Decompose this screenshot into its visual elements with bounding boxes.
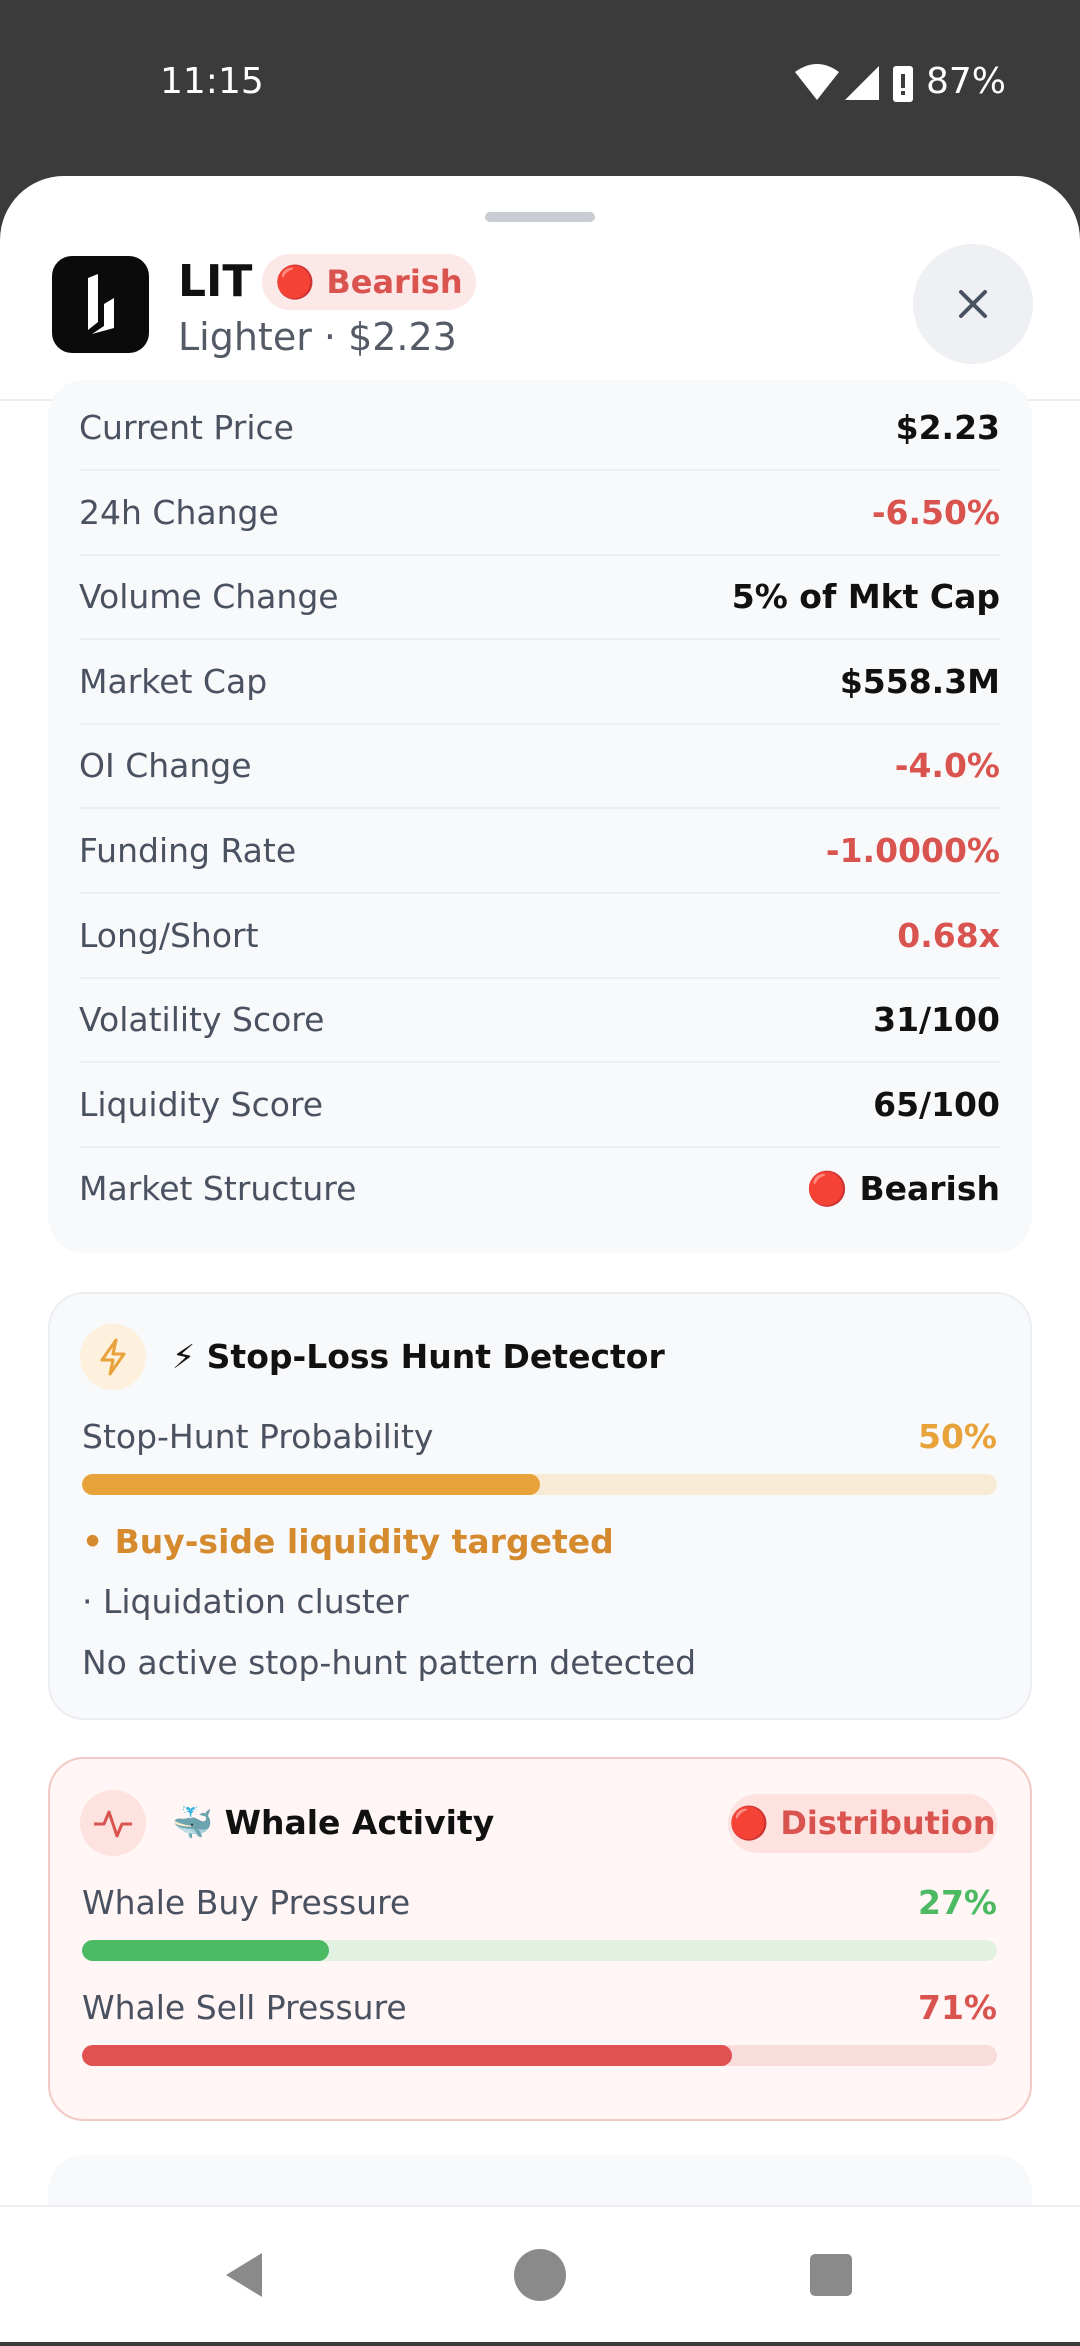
metric-label: Current Price [79,408,294,447]
stop-hunt-card [48,1292,1032,1720]
row-divider [79,553,1000,556]
stop-hunt-icon [80,1324,146,1390]
sheet-handle[interactable] [485,212,595,222]
buy-bar [82,1940,330,1961]
probability-bar [82,1474,540,1495]
whale-icon [80,1790,146,1856]
stop-hunt-title: ⚡ Stop-Loss Hunt Detector [172,1337,665,1376]
sell-label: Whale Sell Pressure [82,1988,407,2027]
buy-track [82,1940,997,1961]
signal: · Liquidation cluster [82,1582,409,1621]
metric-value: $558.3M [839,661,1000,701]
nav-bar [0,2205,1080,2342]
nav-home[interactable] [514,2249,566,2301]
probability-label: Stop-Hunt Probability [82,1417,434,1456]
metric-label: Market Structure [79,1169,357,1209]
metric-label: OI Change [79,746,252,786]
metric-label: Funding Rate [79,831,297,870]
metric-value: -1.0000% [825,831,1000,870]
metric-value: -4.0% [894,746,1000,786]
row-divider [79,722,1000,725]
status-icons [795,64,913,102]
metric-value: -6.50% [871,492,1000,532]
metric-value: $2.23 [895,408,1000,447]
nav-back[interactable] [226,2253,262,2297]
metric-label: Volatility Score [79,1000,325,1040]
sell-bar [82,2045,732,2066]
status-battery: 87% [926,61,1007,102]
metric-value: 65/100 [873,1084,1000,1124]
whale-title: 🐳 Whale Activity [172,1803,495,1842]
row-divider [79,976,1000,979]
buy-label: Whale Buy Pressure [82,1883,411,1922]
row-divider [79,1061,1000,1064]
metric-label: Market Cap [79,661,268,701]
close-button[interactable] [913,244,1033,364]
metrics-card [48,380,1032,1253]
token-subtitle: Lighter · $2.23 [178,315,457,359]
status-time: 11:15 [160,61,264,102]
metric-label: Volume Change [79,577,339,617]
metric-label: Long/Short [79,915,259,955]
nav-recents[interactable] [810,2254,852,2296]
buy-value: 27% [918,1883,997,1922]
token-symbol: LIT [178,256,253,307]
metric-value: 0.68x [897,915,1000,955]
metric-label: Liquidity Score [79,1084,324,1124]
sell-value: 71% [918,1988,997,2027]
whale-badge [728,1794,997,1853]
metric-label: 24h Change [79,492,279,532]
probability-track [82,1474,997,1495]
row-divider [79,469,1000,471]
probability-value: 50% [918,1417,997,1456]
token-icon [52,256,149,353]
row-divider [79,1145,1000,1148]
row-divider [79,807,1000,810]
sentiment-badge [262,254,476,310]
row-divider [79,638,1000,641]
signal: • Buy-side liquidity targeted [82,1522,614,1561]
metric-value: 5% of Mkt Cap [731,577,1000,617]
metric-value: 🔴 Bearish [806,1169,1000,1209]
signal: No active stop-hunt pattern detected [82,1643,697,1682]
row-divider [79,892,1000,894]
whale-badge-text: 🔴 Distribution [729,1804,996,1842]
metric-value: 31/100 [873,1000,1000,1040]
sentiment-badge-text: 🔴 Bearish [275,263,463,301]
sell-track [82,2045,997,2066]
